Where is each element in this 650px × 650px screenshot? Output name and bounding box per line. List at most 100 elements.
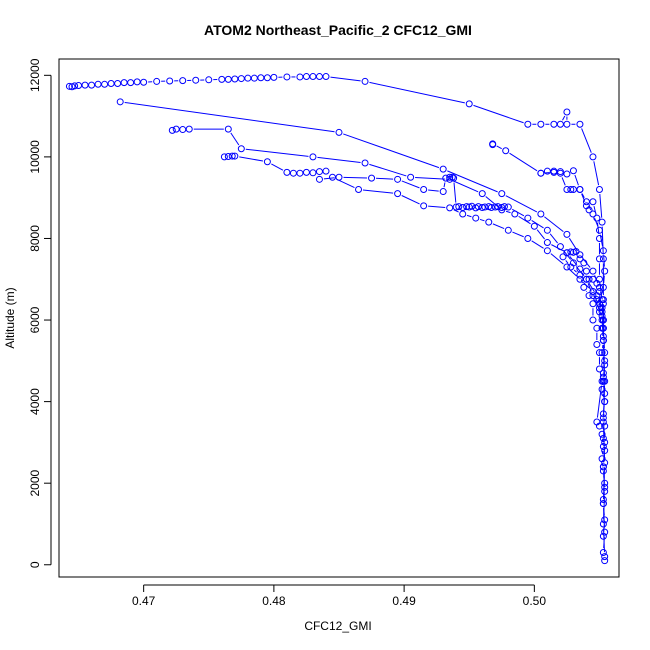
series-line-segment [602,356,605,361]
series-line-segment [593,206,597,214]
data-point [463,203,471,211]
data-point [601,553,609,561]
data-point [598,218,606,226]
data-point [576,275,584,283]
y-tick-label: 4000 [28,388,42,415]
data-point [589,210,597,218]
data-point [101,80,109,88]
data-point [563,249,571,257]
data-point [494,203,502,211]
data-point [140,78,148,86]
data-point [589,267,597,275]
data-point [465,100,473,108]
y-tick-label: 6000 [28,306,42,333]
data-point [601,361,609,369]
data-point [524,120,532,128]
series-line-segment [496,145,502,150]
series-line-segment [603,475,605,483]
data-point [472,214,480,222]
data-point [589,292,597,300]
series-line-segment [466,214,472,218]
data-point [599,434,607,442]
data-point [543,247,551,255]
data-point [524,214,532,222]
series-line-segment [509,152,538,172]
data-series [563,248,609,504]
data-point [71,82,79,90]
series-line-segment [603,508,605,516]
series-line-segment [271,163,284,171]
data-point [599,410,607,418]
data-point [452,203,460,211]
series-line-segment [369,81,465,104]
data-point [231,152,239,160]
data-point [598,324,606,332]
data-point [572,248,580,256]
series-line-segment [581,128,592,153]
data-point [502,147,510,155]
data-point [595,186,603,194]
series-line-segment [544,216,564,233]
data-point [257,74,265,82]
series-line-segment [596,222,600,235]
data-point [478,203,486,211]
data-point [599,463,607,471]
data-point [598,308,606,316]
series-line-segment [473,104,524,124]
data-point [439,188,447,196]
data-point [599,442,607,450]
data-point [599,500,607,508]
data-point [576,255,584,263]
series-line-segment [602,393,605,398]
data-point [442,174,450,182]
data-point [283,168,291,176]
data-point [595,365,603,373]
data-point [218,75,226,83]
series-line-segment [603,357,605,369]
data-point [585,275,593,283]
series-line-segment [599,283,602,296]
data-point [599,532,607,540]
data-point [582,198,590,206]
data-point [599,414,607,422]
data-point [355,186,363,194]
data-point [309,169,317,177]
x-axis-label: CFC12_GMI [304,619,371,633]
data-point [237,75,245,83]
data-point [504,226,512,234]
data-point [315,175,323,183]
data-point [589,287,597,295]
data-point [88,81,96,89]
data-point [328,173,336,181]
series-line-segment [574,174,579,186]
data-point [244,74,252,82]
data-point [263,158,271,166]
data-point [504,203,512,211]
data-point [550,120,558,128]
data-series [116,98,609,561]
series-line-segment [603,528,605,553]
data-point [114,79,122,87]
data-point [133,78,141,86]
data-point [593,279,601,287]
data-point [474,203,482,211]
series-line-segment [505,210,511,214]
data-point [439,165,447,173]
data-point [595,308,603,316]
y-tick-label: 8000 [28,225,42,252]
data-point [250,74,258,82]
data-point [481,203,489,211]
series-line-segment [124,101,335,133]
data-point [296,169,304,177]
y-tick-label: 2000 [28,470,42,497]
data-point [394,190,402,198]
series-line-segment [343,133,440,169]
data-point [576,120,584,128]
series-line-segment [369,163,407,177]
data-point [498,190,506,198]
data-point [450,174,458,182]
series-line-segment [531,240,544,249]
data-point [556,169,564,177]
series-line-segment [443,182,446,188]
data-point [598,430,606,438]
